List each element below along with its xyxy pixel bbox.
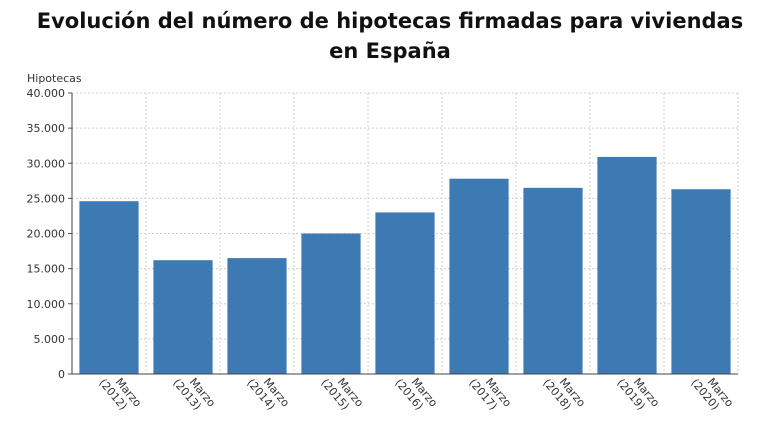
y-tick-label: 25.000 (27, 192, 66, 205)
bar (79, 201, 139, 374)
x-axis-ticks: Marzo(2012) Marzo(2013) Marzo(2014) Marzo(2… (96, 376, 736, 413)
y-tick-label: 0 (58, 368, 65, 381)
bar (671, 189, 731, 374)
x-tick-label: Marzo(2020) (688, 376, 736, 413)
y-tick-label: 10.000 (27, 298, 66, 311)
bar (227, 258, 287, 374)
x-tick-label: Marzo(2018) (540, 376, 588, 413)
bar (523, 187, 583, 374)
x-tick-label: Marzo(2019) (614, 376, 662, 413)
bar (375, 212, 435, 374)
bar (301, 233, 361, 374)
bar (153, 260, 213, 374)
y-tick-label: 30.000 (27, 157, 66, 170)
y-tick-label: 35.000 (27, 122, 66, 135)
bar (449, 178, 509, 374)
y-tick-label: 40.000 (27, 87, 66, 100)
x-tick-label: Marzo(2015) (318, 376, 366, 413)
bars (79, 156, 731, 374)
chart-title: Evolución del número de hipotecas firmad… (36, 9, 744, 63)
x-tick-label: Marzo(2013) (170, 376, 218, 413)
bar (597, 156, 657, 374)
x-tick-label: Marzo(2016) (392, 376, 440, 413)
x-tick-label: Marzo(2014) (244, 376, 292, 413)
y-tick-label: 5.000 (34, 333, 66, 346)
y-axis-label: Hipotecas (27, 72, 82, 85)
y-tick-label: 20.000 (27, 228, 66, 241)
x-tick-label: Marzo(2012) (96, 376, 144, 413)
y-tick-label: 15.000 (27, 263, 66, 276)
y-axis-ticks: 0 5.000 10.000 15.000 20.000 25.000 30.000 35.0… (27, 87, 72, 381)
x-tick-label: Marzo(2017) (466, 376, 514, 413)
